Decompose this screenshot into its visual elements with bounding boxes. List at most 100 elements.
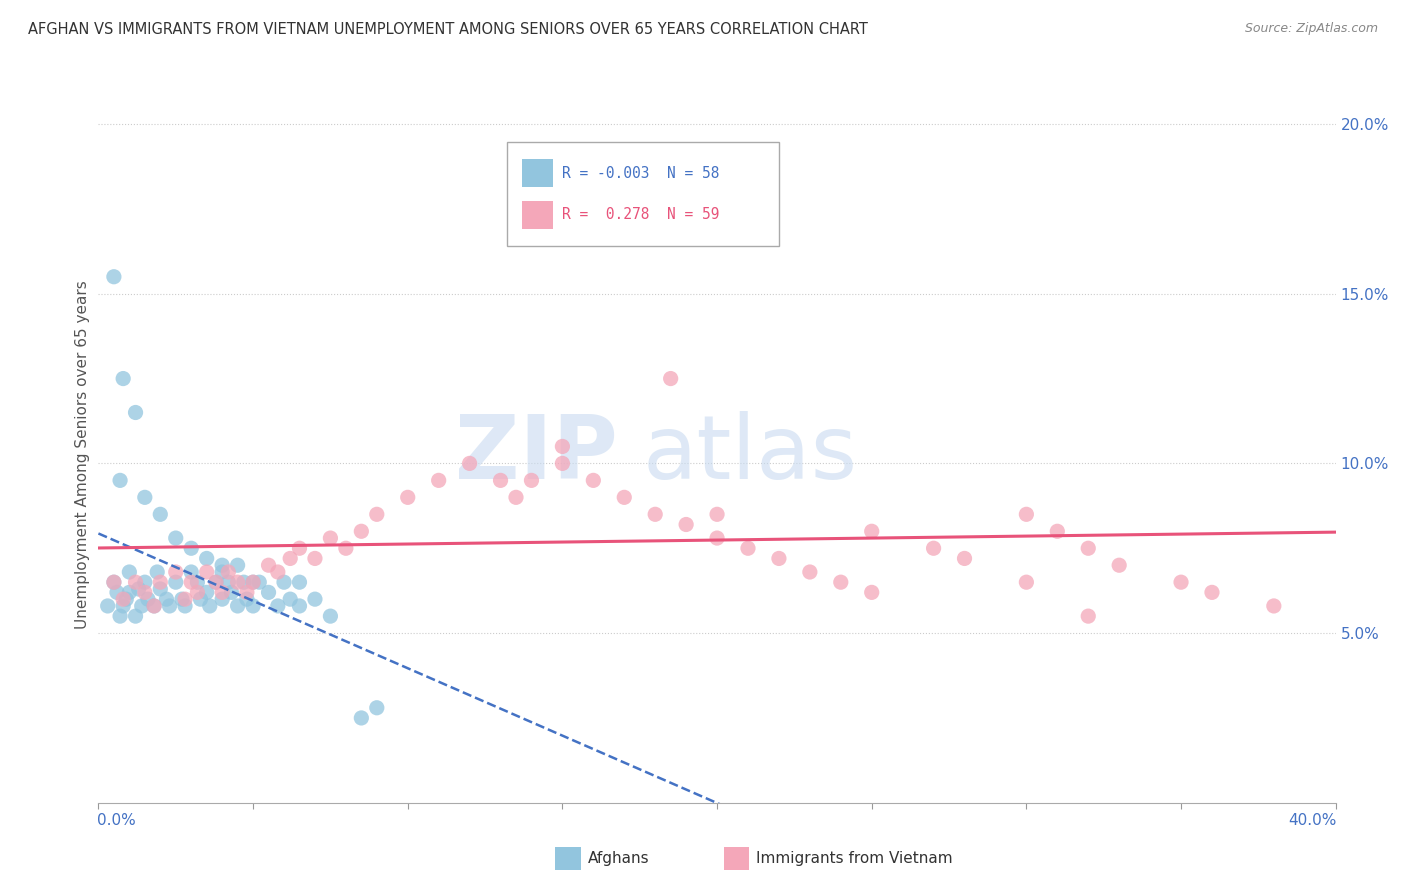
Point (288, 599, 311, 613)
Point (103, 575, 125, 590)
Point (582, 474, 605, 488)
Point (217, 565, 239, 579)
Point (799, 565, 821, 579)
Point (165, 575, 187, 590)
Point (257, 585, 280, 599)
Point (613, 491, 636, 505)
Point (226, 599, 249, 613)
Point (165, 565, 187, 579)
Point (115, 592, 138, 607)
Point (257, 558, 280, 573)
Point (211, 565, 233, 579)
Point (366, 700, 388, 714)
Point (278, 592, 301, 607)
Point (396, 491, 419, 505)
Point (195, 565, 218, 579)
Point (304, 551, 326, 566)
Point (108, 474, 131, 488)
Point (112, 592, 135, 607)
Point (505, 491, 527, 505)
Point (644, 508, 666, 522)
Point (211, 585, 233, 599)
Point (860, 524, 883, 539)
Text: ZIP: ZIP (456, 411, 619, 499)
Point (170, 592, 193, 607)
Point (1015, 508, 1038, 522)
Point (180, 575, 202, 590)
Point (1108, 558, 1130, 573)
Text: R =  0.278  N = 59: R = 0.278 N = 59 (562, 207, 720, 222)
Point (267, 599, 290, 613)
Point (124, 405, 146, 419)
Point (427, 474, 450, 488)
Point (221, 585, 243, 599)
Point (267, 565, 290, 579)
Point (1077, 541, 1099, 556)
Point (180, 565, 202, 579)
Point (112, 599, 135, 613)
Point (134, 575, 156, 590)
Point (1046, 524, 1069, 539)
Point (922, 541, 945, 556)
Point (186, 585, 208, 599)
Point (1170, 575, 1192, 590)
Point (335, 541, 357, 556)
Point (118, 585, 141, 599)
Point (211, 592, 233, 607)
Text: atlas: atlas (643, 411, 858, 499)
Point (1077, 609, 1099, 624)
Point (737, 541, 759, 556)
Point (232, 575, 254, 590)
Point (205, 575, 228, 590)
Point (174, 592, 197, 607)
Point (350, 524, 373, 539)
Point (1015, 575, 1038, 590)
Point (103, 269, 125, 284)
Point (149, 575, 172, 590)
Text: Immigrants from Vietnam: Immigrants from Vietnam (756, 852, 953, 866)
Point (103, 575, 125, 590)
Point (551, 439, 574, 453)
Point (273, 575, 295, 590)
Point (131, 599, 153, 613)
Point (226, 575, 249, 590)
Text: R = -0.003  N = 58: R = -0.003 N = 58 (562, 166, 720, 181)
Bar (522, 201, 553, 228)
Point (143, 599, 166, 613)
Point (174, 599, 197, 613)
Point (205, 575, 228, 590)
Point (860, 585, 883, 599)
Point (198, 599, 221, 613)
FancyBboxPatch shape (506, 142, 779, 246)
Point (366, 508, 388, 522)
Point (134, 491, 156, 505)
Point (551, 457, 574, 471)
Point (149, 582, 172, 596)
Bar (522, 159, 553, 187)
Point (128, 582, 150, 596)
Point (112, 371, 135, 385)
Point (505, 202, 527, 216)
Point (143, 599, 166, 613)
Point (195, 551, 218, 566)
Text: 40.0%: 40.0% (1288, 813, 1337, 828)
Point (186, 575, 208, 590)
Point (706, 531, 728, 545)
Point (124, 609, 146, 624)
Text: 0.0%: 0.0% (97, 813, 136, 828)
Point (97, 599, 120, 613)
Point (319, 531, 342, 545)
Point (146, 565, 169, 579)
Point (118, 565, 141, 579)
Point (124, 575, 146, 590)
Point (134, 585, 156, 599)
Point (211, 558, 233, 573)
Point (288, 575, 311, 590)
Point (520, 474, 543, 488)
Point (165, 531, 187, 545)
Point (108, 609, 131, 624)
Point (953, 551, 976, 566)
Point (236, 585, 259, 599)
Point (195, 585, 218, 599)
Point (136, 592, 159, 607)
